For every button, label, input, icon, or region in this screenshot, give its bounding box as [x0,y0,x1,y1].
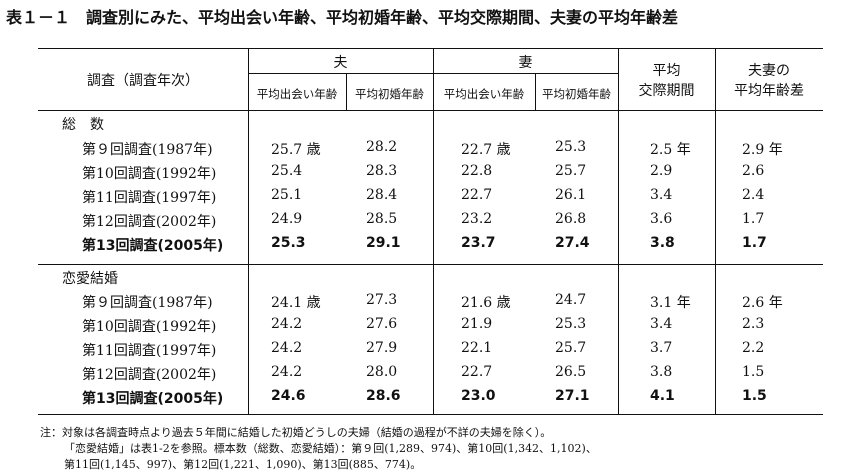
agediff-value: 2.9 年 [742,142,783,158]
husband-marry-value: 28.3 [366,163,398,179]
wife-meet-value: 22.8 [461,163,493,179]
husband-meet-value: 25.7 歳 [271,142,321,158]
row-label: 第11回調査(1997年) [82,343,217,359]
husband-meet-value: 24.6 [271,388,306,404]
page-title: 表１－１ 調査別にみた、平均出会い年齢、平均初婚年齢、平均交際期間、夫妻の平均年… [6,8,679,27]
wife-marry-value: 26.1 [555,187,587,203]
husband-marry-value: 28.4 [366,187,398,203]
wife-marry-value: 25.3 [555,316,587,332]
wife-marry-value: 25.7 [555,340,587,356]
courtship-value: 3.7 [650,340,673,356]
courtship-value: 2.9 [650,163,673,179]
header-courtship-line2: 交際期間 [638,83,695,99]
wife-meet-value: 22.7 [461,364,493,380]
husband-meet-value: 25.3 [271,235,306,251]
agediff-value: 2.2 [742,340,765,356]
wife-marry-value: 25.7 [555,163,587,179]
courtship-value: 3.4 [650,187,673,203]
wife-marry-value: 26.8 [555,211,587,227]
header-husband-meet-age: 平均出会い年齢 [256,87,338,101]
courtship-value: 3.8 [650,364,673,380]
husband-meet-value: 24.2 [271,364,303,380]
footnote-line-1: 注：対象は各調査時点より過去５年間に結婚した初婚どうしの夫婦（結婚の過程が不詳の… [40,426,552,439]
row-label: 第９回調査(1987年) [82,142,213,158]
group-label-total: 総 数 [62,117,104,133]
footnote-line-2: 「恋愛結婚」は表1-2を参照。標本数（総数、恋愛結婚）：第９回(1,289、97… [64,442,597,455]
wife-marry-value: 26.5 [555,364,587,380]
courtship-value: 3.6 [650,211,673,227]
header-agediff-line1: 夫妻の [748,63,790,79]
header-wife: 妻 [518,55,533,71]
husband-meet-value: 25.4 [271,163,303,179]
group-label-love-marriage: 恋愛結婚 [62,271,118,287]
header-wife-marry-age: 平均初婚年齢 [542,87,611,101]
wife-meet-value: 22.1 [461,340,493,356]
husband-marry-value: 28.0 [366,364,398,380]
husband-meet-value: 24.1 歳 [271,295,321,311]
husband-marry-value: 27.9 [366,340,398,356]
wife-marry-value: 25.3 [555,139,587,155]
row-label: 第12回調査(2002年) [82,214,217,230]
header-agediff-line2: 平均年齢差 [734,83,804,99]
agediff-value: 1.5 [742,388,767,404]
header-husband: 夫 [333,55,348,71]
husband-marry-value: 27.6 [366,316,398,332]
husband-marry-value: 28.5 [366,211,398,227]
row-label: 第11回調査(1997年) [82,190,217,206]
wife-meet-value: 21.9 [461,316,493,332]
agediff-value: 2.4 [742,187,765,203]
row-label: 第９回調査(1987年) [82,295,213,311]
agediff-value: 1.7 [742,235,767,251]
wife-marry-value: 27.4 [555,235,590,251]
table-top-rule [38,48,823,49]
wife-meet-value: 22.7 [461,187,493,203]
courtship-value: 4.1 [650,388,675,404]
courtship-value: 3.4 [650,316,673,332]
agediff-value: 2.6 年 [742,295,783,311]
header-wife-meet-age: 平均出会い年齢 [443,87,525,101]
wife-marry-value: 24.7 [555,292,587,308]
husband-marry-value: 28.2 [366,139,398,155]
agediff-value: 1.5 [742,364,765,380]
husband-marry-value: 28.6 [366,388,401,404]
header-courtship-line1: 平均 [652,63,681,79]
wife-marry-value: 27.1 [555,388,590,404]
wife-meet-value: 23.7 [461,235,496,251]
header-survey: 調査（調査年次） [87,73,199,89]
col-divider [433,48,434,414]
row-label: 第10回調査(1992年) [82,319,217,335]
header-husband-marry-age: 平均初婚年齢 [355,87,424,101]
group-divider-rule [38,264,823,265]
wife-meet-value: 22.7 歳 [461,142,511,158]
wife-meet-value: 23.0 [461,388,496,404]
agediff-value: 1.7 [742,211,765,227]
courtship-value: 3.1 年 [650,295,691,311]
col-divider [248,48,249,414]
row-label: 第10回調査(1992年) [82,166,217,182]
row-label: 第13回調査(2005年) [82,391,224,407]
row-label: 第12回調査(2002年) [82,367,217,383]
header-bottom-rule [38,110,823,111]
agediff-value: 2.6 [742,163,765,179]
row-label: 第13回調査(2005年) [82,238,224,254]
husband-meet-value: 24.9 [271,211,303,227]
col-divider [346,73,347,110]
husband-marry-value: 29.1 [366,235,401,251]
husband-marry-value: 27.3 [366,292,398,308]
husband-meet-value: 24.2 [271,316,303,332]
col-divider [535,73,536,110]
footnote-line-3: 第11回(1,145、997)、第12回(1,221、1,090)、第13回(8… [64,458,422,471]
wife-meet-value: 23.2 [461,211,493,227]
husband-meet-value: 25.1 [271,187,303,203]
courtship-value: 2.5 年 [650,142,691,158]
col-divider [715,48,716,414]
wife-meet-value: 21.6 歳 [461,295,511,311]
col-divider [618,48,619,414]
husband-meet-value: 24.2 [271,340,303,356]
courtship-value: 3.8 [650,235,675,251]
table-bottom-rule [38,414,823,415]
agediff-value: 2.3 [742,316,765,332]
